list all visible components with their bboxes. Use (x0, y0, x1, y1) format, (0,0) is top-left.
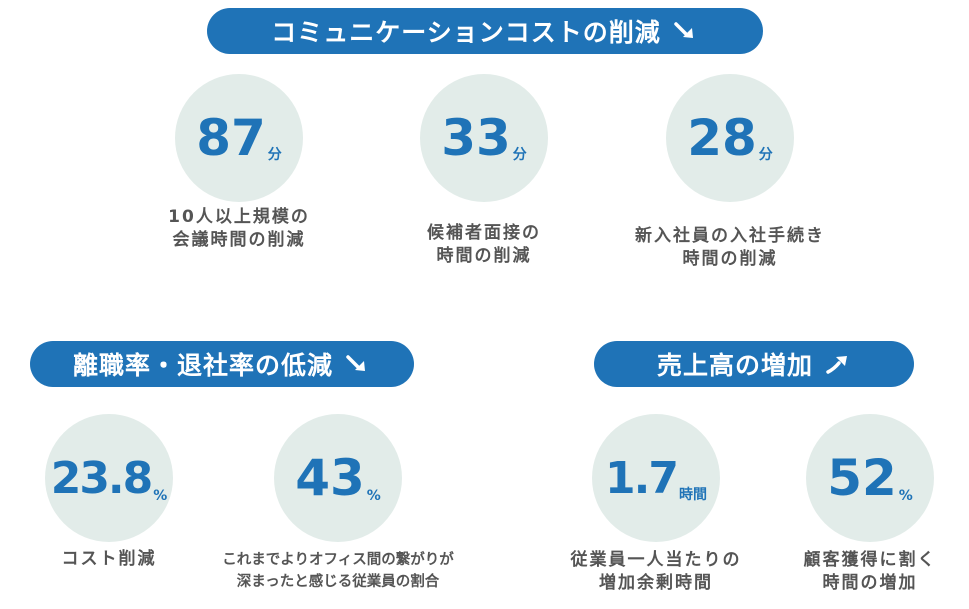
stat-unit: 分 (512, 147, 527, 163)
section-header-sales: 売上高の増加 (594, 341, 914, 387)
stat-unit: 分 (758, 147, 773, 163)
caption-line: 候補者面接の (427, 223, 541, 243)
stat-circle-connection: 43 % (274, 414, 402, 542)
stat-circle-customer: 52 % (806, 414, 934, 542)
stat-value: 28 (687, 109, 757, 167)
caption-line: 顧客獲得に割く (803, 550, 937, 570)
stat-circle-interview: 33 分 (420, 74, 548, 202)
caption-line: 深まったと感じる従業員の割合 (236, 574, 440, 590)
stat-value: 87 (196, 109, 266, 167)
caption-line: 時間の削減 (682, 249, 778, 269)
stat-unit: 分 (267, 147, 282, 163)
caption-line: 時間の削減 (436, 246, 532, 266)
stat-value: 1.7 (605, 452, 679, 504)
stat-unit: % (366, 488, 381, 504)
stat-value: 33 (441, 109, 511, 167)
caption-line: 従業員一人当たりの (570, 550, 742, 570)
caption-line: 会議時間の削減 (172, 230, 306, 250)
stat-caption-meeting: 10人以上規模の 会議時間の削減 (139, 206, 339, 252)
stat-circle-surplus-time: 1.7 時間 (592, 414, 720, 542)
stat-unit: % (153, 488, 168, 504)
caption-line: 10人以上規模の (168, 207, 310, 227)
stat-circle-onboarding: 28 分 (666, 74, 794, 202)
stat-value: 52 (827, 449, 897, 507)
caption-line: コスト削減 (61, 549, 157, 569)
stat-unit: 時間 (678, 487, 707, 503)
caption-line: 増加余剰時間 (599, 573, 713, 593)
stat-caption-cost: コスト削減 (9, 548, 209, 571)
section-title-turnover: 離職率・退社率の低減 (72, 351, 333, 380)
stat-value: 43 (295, 449, 365, 507)
section-title-sales: 売上高の増加 (656, 351, 813, 380)
caption-line: 新入社員の入社手続き (635, 226, 825, 246)
trend-down-icon (674, 22, 693, 38)
trend-down-icon (346, 355, 365, 371)
stat-value: 23.8 (50, 452, 154, 504)
stat-unit: % (898, 488, 913, 504)
section-header-communication: コミュニケーションコストの削減 (207, 8, 763, 54)
stat-caption-customer: 顧客獲得に割く 時間の増加 (780, 549, 960, 595)
section-header-turnover: 離職率・退社率の低減 (30, 341, 414, 387)
stat-caption-connection: これまでよりオフィス間の繋がりが 深まったと感じる従業員の割合 (213, 549, 463, 593)
section-title-communication: コミュニケーションコストの削減 (271, 18, 661, 47)
stat-circle-cost: 23.8 % (45, 414, 173, 542)
stat-caption-surplus-time: 従業員一人当たりの 増加余剰時間 (546, 549, 766, 595)
caption-line: 時間の増加 (822, 573, 918, 593)
stat-caption-onboarding: 新入社員の入社手続き 時間の削減 (615, 225, 845, 271)
stat-circle-meeting: 87 分 (175, 74, 303, 202)
stat-caption-interview: 候補者面接の 時間の削減 (384, 222, 584, 268)
trend-up-icon (826, 356, 847, 374)
caption-line: これまでよりオフィス間の繋がりが (222, 552, 454, 568)
